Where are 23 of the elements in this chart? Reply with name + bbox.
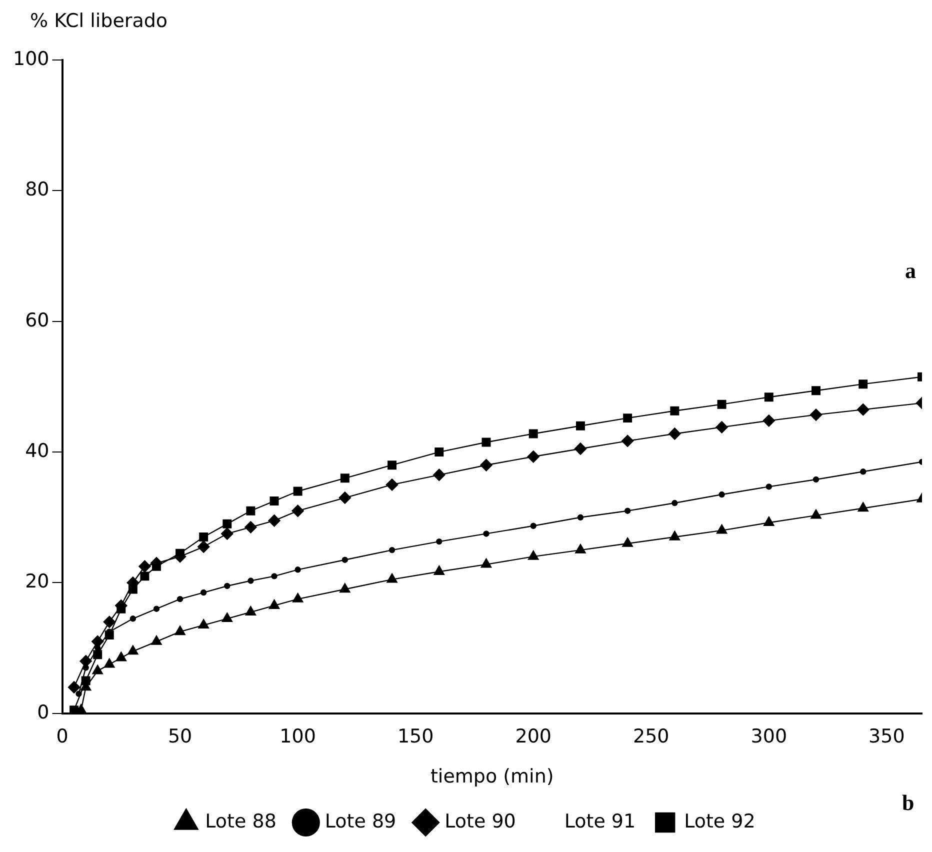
x-tick-label: 350	[868, 726, 905, 748]
y-axis-title: % KCl liberado	[30, 10, 168, 32]
y-tick-label: 60	[25, 309, 50, 332]
text: Lote 91	[564, 810, 636, 832]
legend-label: Lote 90	[444, 810, 516, 832]
x-tick-label: 0	[56, 726, 68, 748]
y-tick-label: 0	[37, 701, 50, 724]
legend-label: Lote 92	[684, 810, 756, 832]
y-tick-label: 20	[25, 570, 50, 593]
y-tick-label: 100	[13, 48, 50, 70]
text: b	[902, 790, 914, 816]
x-tick-label: 150	[397, 726, 434, 748]
legend-label: Lote 89	[324, 810, 396, 832]
y-tick-label: 80	[25, 178, 50, 201]
x-tick-label: 100	[280, 726, 316, 748]
x-tick-label: 50	[168, 726, 192, 748]
x-tick-label: 250	[632, 726, 670, 748]
y-tick-label: 40	[25, 440, 50, 462]
x-tick-label: 200	[515, 726, 552, 748]
x-axis-title: tiempo (min)	[430, 766, 554, 788]
legend-label: Lote 88	[205, 810, 276, 832]
x-tick-label: 300	[750, 726, 788, 748]
annotation: a	[905, 258, 916, 284]
